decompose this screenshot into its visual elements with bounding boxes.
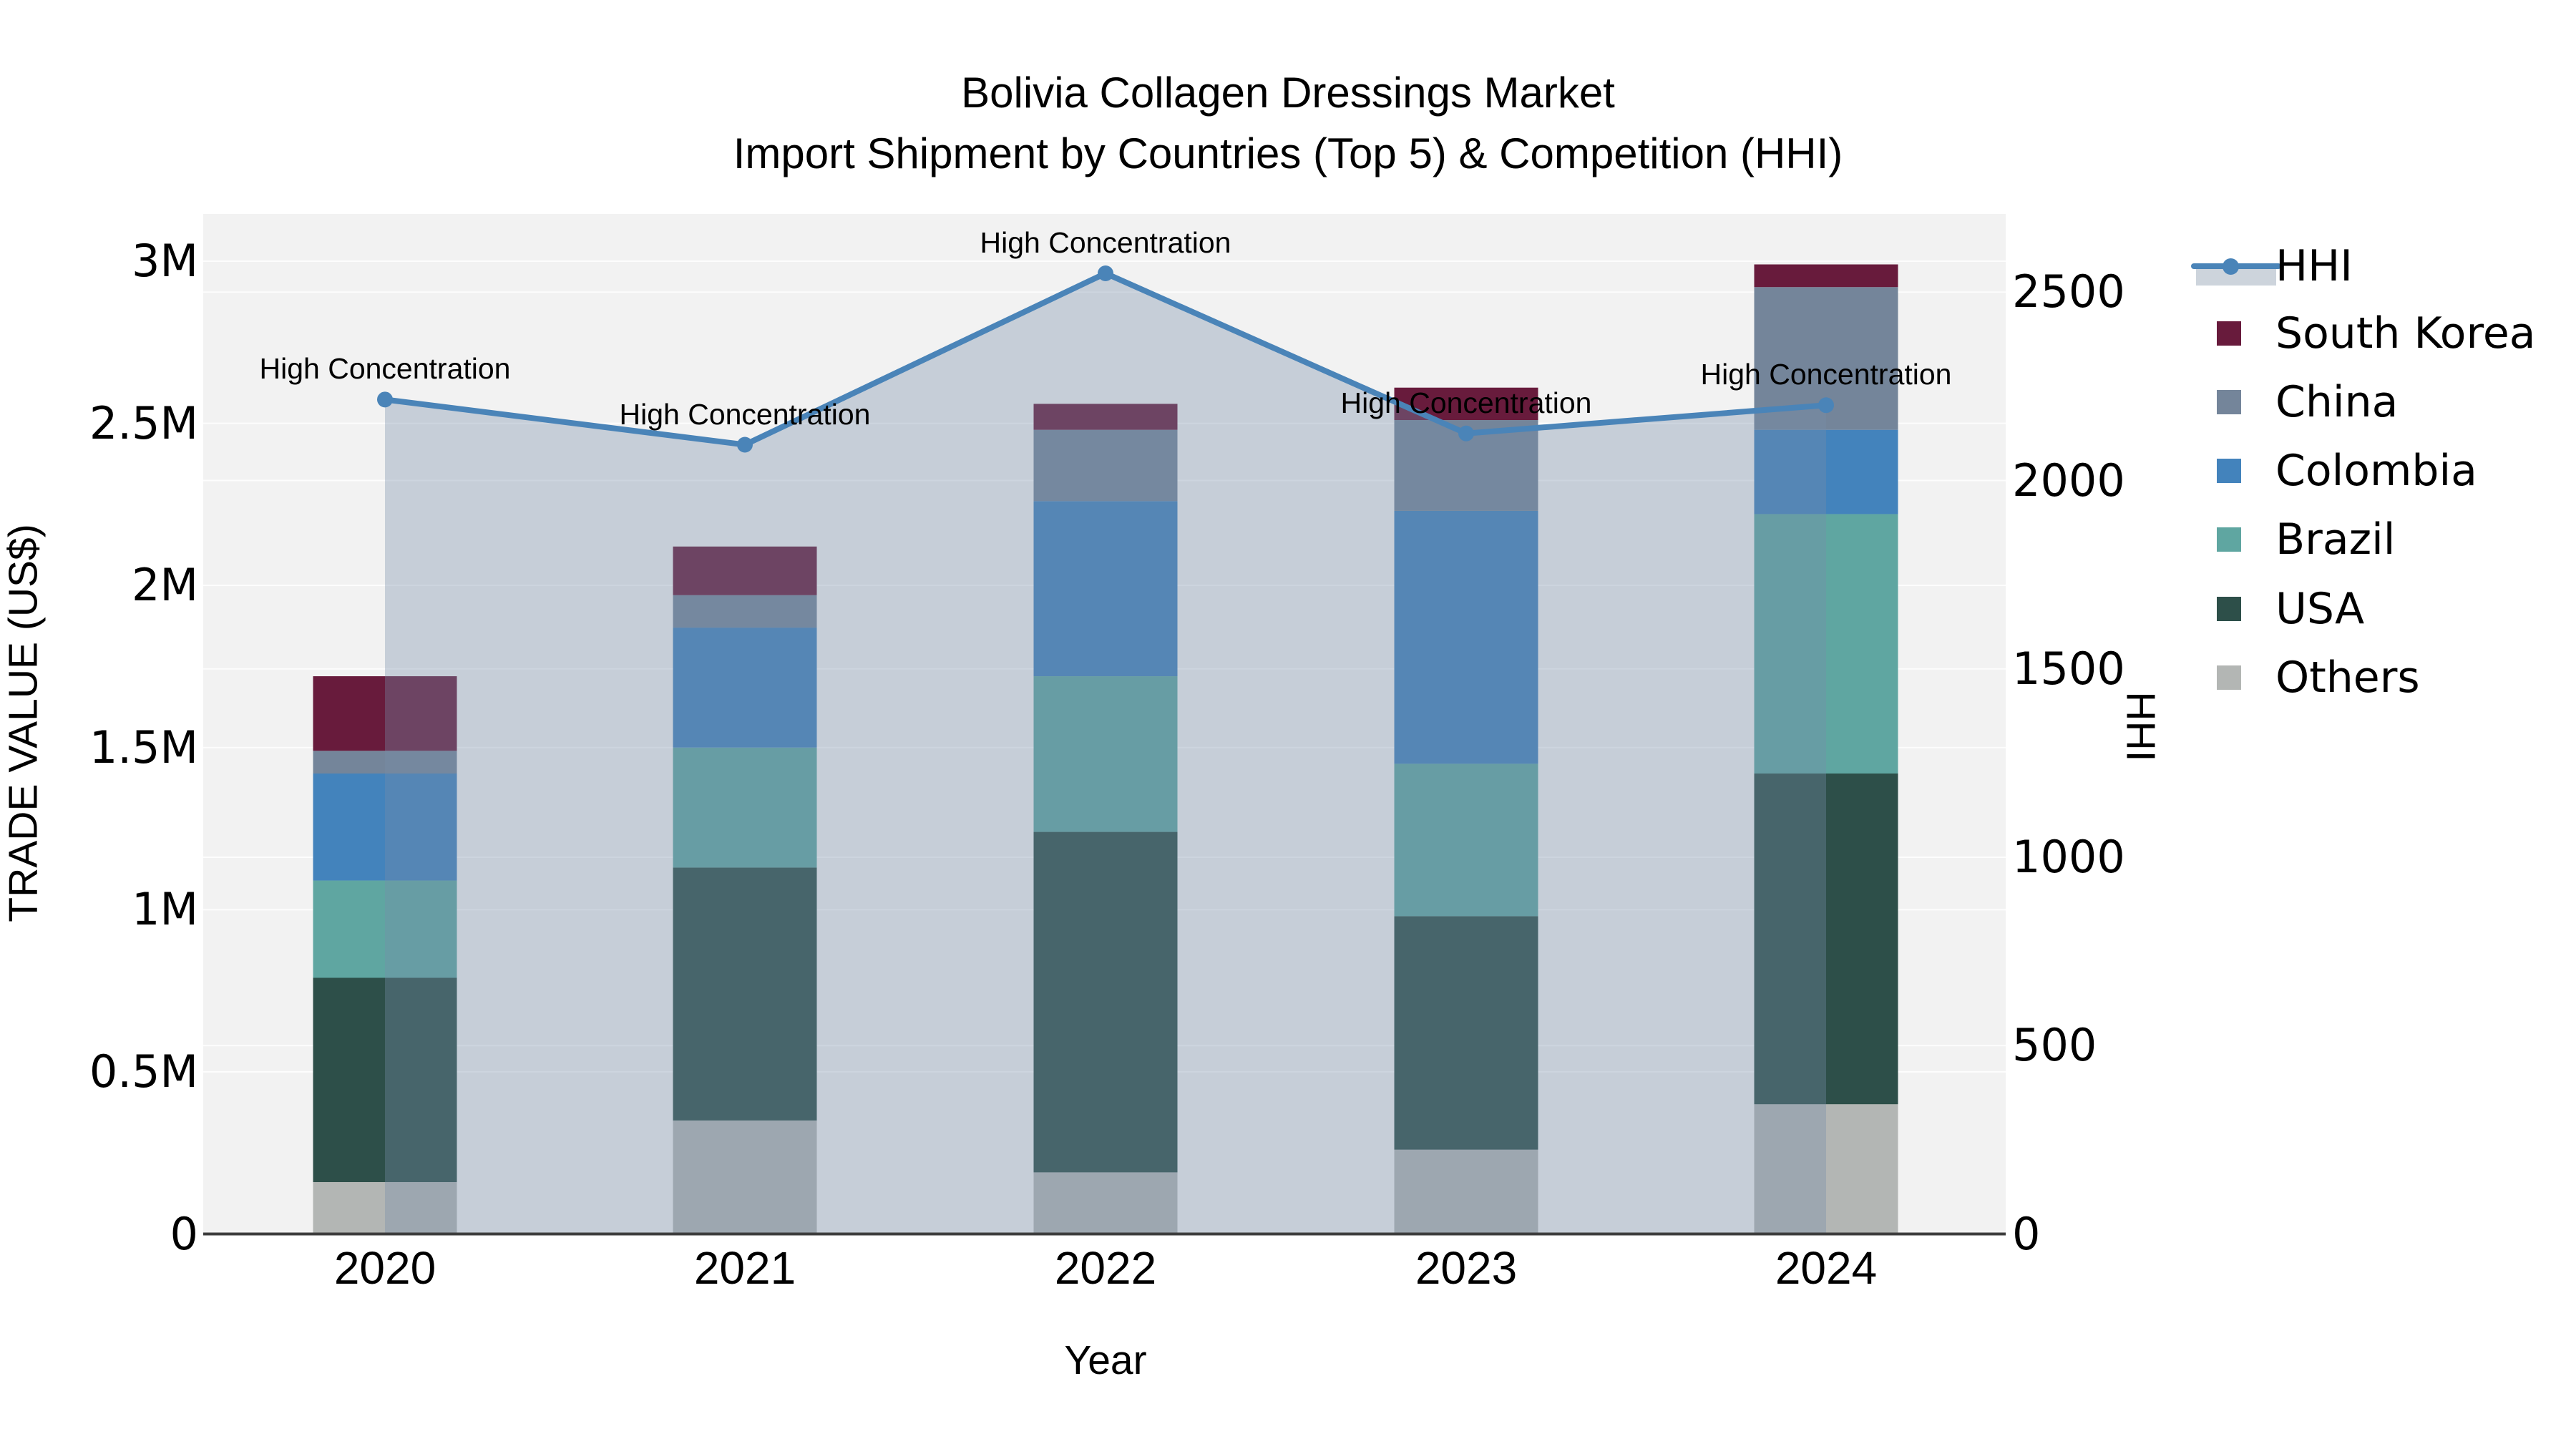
bar-segment-colombia-2021 bbox=[673, 628, 817, 748]
tick-label-x-2023: 2023 bbox=[1415, 1242, 1518, 1294]
legend-label-brazil: Brazil bbox=[2275, 514, 2396, 565]
tick-label-y-left-2-5m: 2.5M bbox=[89, 396, 198, 449]
legend-item-brazil[interactable]: Brazil bbox=[2190, 505, 2576, 574]
bar-segment-brazil-2021 bbox=[673, 747, 817, 868]
bar-segment-south-korea-2024 bbox=[1754, 264, 1898, 288]
bar-segment-usa-2023 bbox=[1394, 916, 1538, 1150]
chart-title-line1: Bolivia Collagen Dressings Market bbox=[961, 69, 1615, 117]
legend-hhi-marker-icon bbox=[2223, 258, 2239, 275]
bar-segment-colombia-2020 bbox=[313, 773, 457, 881]
tick-label-y-right-1000: 1000 bbox=[2012, 831, 2125, 884]
legend-label-south-korea: South Korea bbox=[2275, 308, 2536, 358]
legend-item-colombia[interactable]: Colombia bbox=[2190, 436, 2576, 505]
legend-item-china[interactable]: China bbox=[2190, 368, 2576, 436]
annotation-high-concentration-2023: High Concentration bbox=[1340, 386, 1592, 419]
bar-segment-south-korea-2020 bbox=[313, 676, 457, 751]
hhi-area-fill bbox=[385, 273, 1826, 1234]
bar-segment-usa-2020 bbox=[313, 977, 457, 1182]
tick-label-x-2022: 2022 bbox=[1054, 1242, 1157, 1294]
bar-segment-brazil-2020 bbox=[313, 880, 457, 978]
tick-label-y-right-2500: 2500 bbox=[2012, 265, 2125, 318]
bar-segment-colombia-2022 bbox=[1033, 501, 1178, 677]
tick-label-y-left-1m: 1M bbox=[132, 883, 198, 936]
legend-swatch-china bbox=[2217, 390, 2241, 414]
legend-label-colombia: Colombia bbox=[2275, 446, 2477, 496]
tick-label-x-2021: 2021 bbox=[693, 1242, 796, 1294]
x-axis-title: Year bbox=[1064, 1337, 1147, 1383]
tick-label-y-left-0-5m: 0.5M bbox=[89, 1045, 198, 1098]
bar-segment-brazil-2024 bbox=[1754, 514, 1898, 774]
tick-label-y-right-1500: 1500 bbox=[2012, 642, 2125, 695]
legend-item-south-korea[interactable]: South Korea bbox=[2190, 299, 2576, 368]
bar-segment-usa-2022 bbox=[1033, 831, 1178, 1173]
bar-segment-others-2023 bbox=[1394, 1149, 1538, 1234]
bar-segment-usa-2021 bbox=[673, 867, 817, 1121]
hhi-marker-2020 bbox=[377, 391, 393, 408]
tick-label-y-left-1-5m: 1.5M bbox=[89, 721, 198, 774]
tick-label-y-left-3m: 3M bbox=[132, 234, 198, 287]
bar-segment-others-2022 bbox=[1033, 1172, 1178, 1234]
legend-item-usa[interactable]: USA bbox=[2190, 575, 2576, 643]
annotation-high-concentration-2024: High Concentration bbox=[1700, 358, 1952, 391]
bar-segment-colombia-2024 bbox=[1754, 429, 1898, 514]
bar-segment-colombia-2023 bbox=[1394, 510, 1538, 764]
annotation-high-concentration-2020: High Concentration bbox=[259, 352, 511, 386]
legend-label-usa: USA bbox=[2275, 584, 2365, 634]
legend-item-hhi[interactable]: HHI bbox=[2190, 232, 2576, 301]
bar-segment-others-2021 bbox=[673, 1120, 817, 1234]
annotation-high-concentration-2022: High Concentration bbox=[980, 225, 1231, 259]
tick-label-y-left-2m: 2M bbox=[132, 559, 198, 612]
bar-segment-south-korea-2021 bbox=[673, 546, 817, 595]
bar-segment-others-2020 bbox=[313, 1181, 457, 1234]
tick-label-x-2024: 2024 bbox=[1775, 1242, 1878, 1294]
hhi-marker-2021 bbox=[737, 436, 753, 453]
hhi-marker-2023 bbox=[1458, 425, 1474, 441]
chart-title-line2: Import Shipment by Countries (Top 5) & C… bbox=[733, 130, 1843, 177]
bar-segment-china-2020 bbox=[313, 751, 457, 774]
tick-label-x-2020: 2020 bbox=[333, 1242, 436, 1294]
legend-swatch-brazil bbox=[2217, 527, 2241, 552]
bar-segment-brazil-2022 bbox=[1033, 676, 1178, 832]
hhi-marker-2024 bbox=[1818, 397, 1834, 414]
legend-swatch-colombia bbox=[2217, 459, 2241, 483]
y-axis-right-title: HHI bbox=[2117, 691, 2164, 762]
legend-swatch-south-korea bbox=[2217, 321, 2241, 346]
bar-segment-south-korea-2022 bbox=[1033, 404, 1178, 430]
hhi-marker-2022 bbox=[1098, 265, 1113, 281]
tick-label-y-right-500: 500 bbox=[2012, 1019, 2097, 1072]
legend-label-hhi: HHI bbox=[2275, 241, 2353, 291]
bar-segment-usa-2024 bbox=[1754, 773, 1898, 1105]
legend-item-others[interactable]: Others bbox=[2190, 643, 2576, 712]
legend-label-others: Others bbox=[2275, 653, 2420, 703]
annotation-high-concentration-2021: High Concentration bbox=[619, 397, 871, 431]
tick-label-y-right-2000: 2000 bbox=[2012, 454, 2125, 507]
legend-label-china: China bbox=[2275, 377, 2399, 427]
legend-swatch-usa bbox=[2217, 597, 2241, 621]
bar-segment-others-2024 bbox=[1754, 1104, 1898, 1234]
bar-segment-brazil-2023 bbox=[1394, 763, 1538, 917]
bar-segment-china-2022 bbox=[1033, 429, 1178, 502]
bar-segment-china-2021 bbox=[673, 595, 817, 628]
tick-label-y-right-0: 0 bbox=[2012, 1207, 2041, 1260]
tick-label-y-left-0: 0 bbox=[170, 1207, 198, 1260]
legend-swatch-others bbox=[2217, 665, 2241, 690]
